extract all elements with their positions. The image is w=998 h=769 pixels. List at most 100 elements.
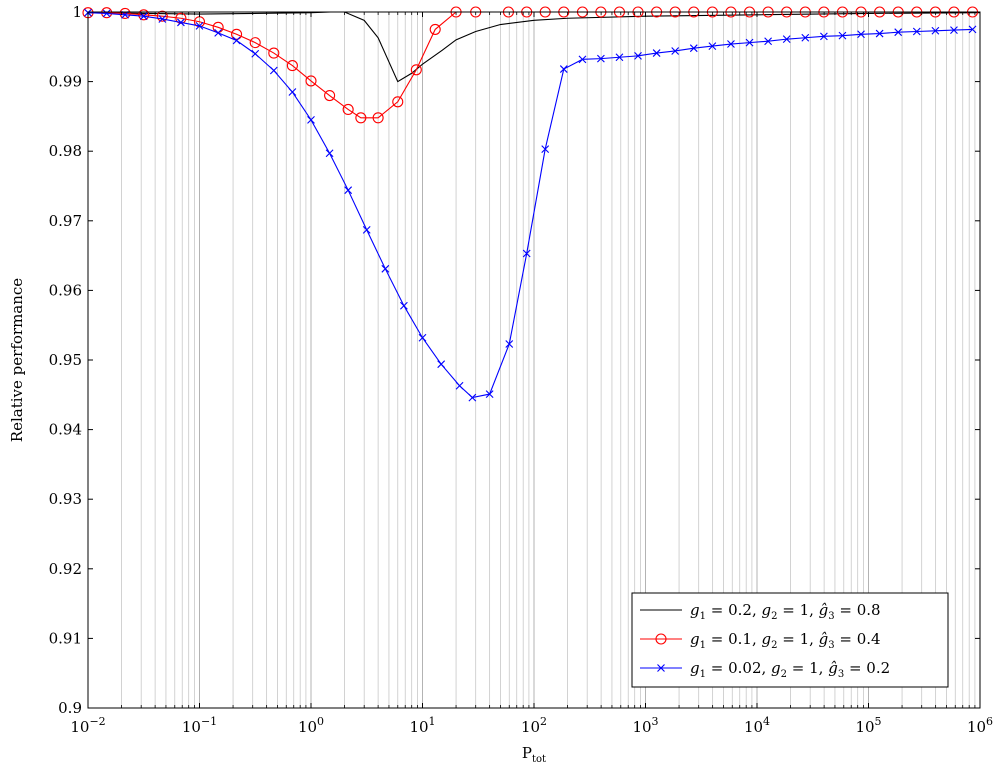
legend-label-subscript: 1 (700, 669, 706, 680)
x-tick-label-base: 10 (409, 718, 428, 736)
data-point (324, 89, 336, 102)
y-tick-label: 1 (72, 3, 82, 21)
legend-label-subscript: 2 (771, 611, 777, 622)
legend: g1 = 0.2, g2 = 1, ĝ3 = 0.8g1 = 0.1, g2 =… (631, 592, 949, 688)
x-tick-label: 10−1 (182, 715, 217, 736)
legend-label-part: = 0.2, (706, 601, 762, 619)
data-point (596, 54, 605, 63)
x-tick-label-exponent: 5 (875, 715, 882, 728)
data-point (305, 75, 317, 87)
legend-label-part: g (771, 659, 781, 677)
data-point (657, 664, 665, 672)
data-point (410, 64, 422, 76)
y-tick-label: 0.96 (49, 281, 82, 299)
legend-label-part: = 0.2 (844, 659, 890, 677)
legend-label-subscript: 2 (781, 669, 787, 680)
legend-label-part: ĝ (819, 630, 829, 648)
data-point (138, 9, 150, 21)
data-point (782, 35, 791, 44)
data-point (342, 103, 354, 115)
x-tick-label: 100 (298, 715, 324, 736)
data-point (931, 26, 940, 35)
data-point (268, 47, 280, 59)
x-tick-label-exponent: 3 (652, 715, 659, 728)
legend-label: g1 = 0.1, g2 = 1, ĝ3 = 0.4 (690, 630, 881, 651)
data-point (400, 301, 408, 310)
data-point (912, 27, 921, 36)
data-point (455, 381, 464, 390)
legend-entry: g1 = 0.02, g2 = 1, ĝ3 = 0.2 (640, 659, 890, 680)
data-point (671, 47, 680, 55)
legend-label: g1 = 0.2, g2 = 1, ĝ3 = 0.8 (690, 601, 881, 622)
x-tick-label-base: 10 (70, 718, 89, 736)
x-tick-label-exponent: 2 (540, 715, 547, 728)
data-point (251, 49, 260, 58)
data-point (894, 28, 903, 37)
y-tick-label: 0.98 (49, 142, 82, 160)
legend-entry: g1 = 0.1, g2 = 1, ĝ3 = 0.4 (640, 630, 881, 651)
x-tick-label-base: 10 (967, 718, 986, 736)
data-point (231, 28, 243, 40)
legend-entry: g1 = 0.2, g2 = 1, ĝ3 = 0.8 (640, 601, 881, 622)
x-tick-label: 106 (967, 715, 993, 736)
data-point (175, 12, 187, 24)
data-point (801, 33, 810, 42)
legend-label-subscript: 1 (700, 640, 706, 651)
series-line (87, 12, 973, 399)
x-tick-label-exponent: −1 (201, 715, 217, 728)
x-tick-label-base: 10 (632, 718, 651, 736)
data-point (505, 340, 514, 348)
series-3 (84, 8, 977, 402)
legend-label-part: ĝ (819, 601, 829, 619)
data-point (286, 60, 298, 72)
y-tick-labels: 0.9 0.91 0.92 0.93 0.94 0.95 0.96 0.97 0.98 0.99 1 (49, 3, 82, 717)
x-tick-label: 10−2 (70, 715, 105, 736)
x-tick-label-exponent: 4 (763, 715, 770, 728)
data-point (708, 42, 717, 50)
data-point (727, 40, 735, 48)
data-point (745, 38, 754, 47)
data-point (655, 633, 667, 645)
legend-label: g1 = 0.02, g2 = 1, ĝ3 = 0.2 (690, 659, 890, 680)
legend-label-part: g (690, 659, 700, 677)
data-point (177, 18, 185, 27)
data-point (468, 393, 477, 402)
data-point (578, 55, 587, 64)
data-point (288, 88, 297, 96)
data-point (119, 7, 131, 19)
legend-label-part: g (761, 630, 771, 648)
data-point (437, 360, 446, 369)
y-tick-label: 0.93 (49, 490, 82, 508)
series-layer (82, 6, 981, 402)
x-tick-label-base: 10 (298, 718, 317, 736)
data-point (381, 264, 390, 273)
data-point (559, 65, 568, 73)
y-tick-label: 0.97 (49, 212, 82, 230)
legend-label-part: = 0.1, (706, 630, 762, 648)
legend-label-part: g (761, 601, 771, 619)
x-tick-label: 103 (632, 715, 658, 736)
data-point (857, 30, 865, 39)
data-point (950, 26, 958, 34)
data-point (522, 249, 531, 258)
series-2 (82, 6, 979, 124)
x-axis-label-sub: tot (532, 754, 546, 765)
y-tick-label: 0.9 (58, 699, 82, 717)
y-tick-label: 0.94 (49, 421, 82, 439)
x-tick-label-base: 10 (744, 718, 763, 736)
data-point (634, 51, 642, 60)
data-point (429, 23, 441, 35)
data-point (362, 225, 371, 234)
data-point (344, 186, 353, 195)
data-point (615, 53, 624, 62)
data-point (232, 36, 241, 45)
legend-label-part: = 1, (777, 601, 818, 619)
x-tick-label-exponent: 1 (429, 715, 436, 728)
legend-label-subscript: 1 (700, 611, 706, 622)
data-point (307, 115, 315, 124)
axis-ticks (87, 11, 981, 709)
legend-label-part: g (690, 601, 700, 619)
x-tick-label-base: 10 (855, 718, 874, 736)
y-axis-label: Relative performance (8, 278, 26, 442)
